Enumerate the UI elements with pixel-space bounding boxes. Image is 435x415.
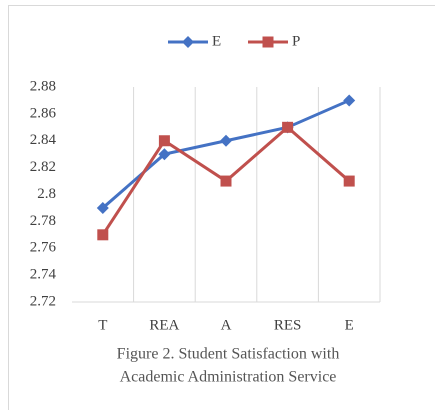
legend-marker: [263, 37, 274, 48]
legend-label: P: [292, 33, 300, 49]
y-tick-label: 2.8: [37, 186, 56, 202]
legend-label: E: [212, 33, 221, 49]
y-tick-label: 2.86: [30, 105, 57, 121]
y-tick-label: 2.82: [30, 159, 56, 175]
caption-line: Academic Administration Service: [120, 369, 337, 386]
y-tick-label: 2.84: [30, 132, 57, 148]
x-tick-label: A: [221, 317, 232, 333]
caption-line: Figure 2. Student Satisfaction with: [117, 346, 340, 363]
y-tick-label: 2.88: [30, 78, 56, 94]
x-tick-label: REA: [149, 317, 179, 333]
point: [282, 122, 293, 133]
point: [159, 135, 170, 146]
y-tick-label: 2.76: [30, 240, 57, 256]
x-tick-label: E: [345, 317, 354, 333]
y-tick-label: 2.72: [30, 293, 56, 309]
point: [221, 176, 232, 187]
x-tick-label: RES: [274, 317, 302, 333]
y-tick-label: 2.78: [30, 213, 56, 229]
point: [97, 229, 108, 240]
x-tick-label: T: [98, 317, 107, 333]
y-tick-label: 2.74: [30, 267, 57, 283]
point: [344, 176, 355, 187]
